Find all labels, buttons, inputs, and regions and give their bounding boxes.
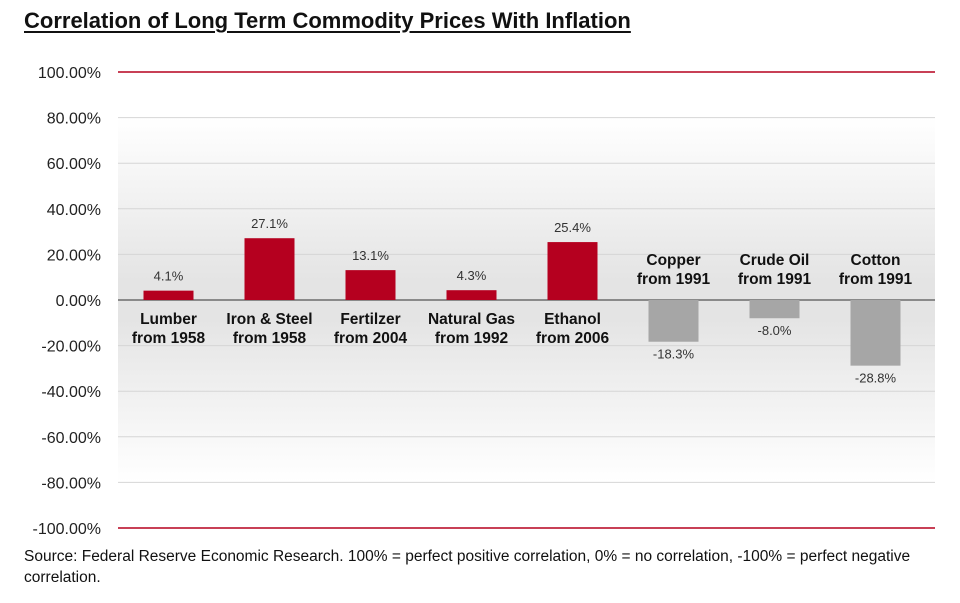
bar (345, 270, 396, 300)
y-tick-label: -100.00% (33, 521, 102, 538)
y-tick-label: 60.00% (47, 156, 101, 173)
data-label: 13.1% (352, 248, 389, 263)
source-note: Source: Federal Reserve Economic Researc… (24, 548, 911, 586)
data-label: 27.1% (251, 216, 288, 231)
y-tick-label: 20.00% (47, 247, 101, 264)
category-label: from 1992 (435, 330, 508, 347)
category-label: from 1991 (839, 271, 913, 288)
category-label: Ethanol (544, 311, 601, 328)
y-tick-label: -20.00% (41, 339, 101, 356)
data-label: 25.4% (554, 220, 591, 235)
category-label: Fertilzer (340, 311, 400, 328)
category-label: from 1991 (738, 271, 812, 288)
category-label: from 1958 (233, 330, 307, 347)
bar (749, 300, 800, 319)
category-label: from 1958 (132, 330, 206, 347)
chart-title: Correlation of Long Term Commodity Price… (24, 8, 631, 33)
bar (850, 300, 901, 366)
data-label: -8.0% (758, 323, 792, 338)
y-tick-label: -60.00% (41, 430, 101, 447)
y-tick-label: -40.00% (41, 384, 101, 401)
y-tick-label: 80.00% (47, 111, 101, 128)
category-label: Iron & Steel (226, 311, 312, 328)
data-label: -28.8% (855, 371, 897, 386)
y-tick-label: 0.00% (56, 293, 101, 310)
category-label: Cotton (851, 252, 901, 269)
bar (143, 290, 194, 300)
category-label: Crude Oil (740, 252, 810, 269)
y-tick-label: -80.00% (41, 475, 101, 492)
data-label: 4.1% (154, 269, 184, 284)
data-label: -18.3% (653, 347, 695, 362)
category-label: Natural Gas (428, 311, 515, 328)
data-label: 4.3% (457, 268, 487, 283)
category-label: Lumber (140, 311, 197, 328)
bar (547, 242, 598, 300)
bar (446, 290, 497, 300)
bar (648, 300, 699, 342)
y-tick-label: 40.00% (47, 202, 101, 219)
bar (244, 238, 295, 300)
y-tick-label: 100.00% (38, 65, 101, 82)
category-label: from 2004 (334, 330, 408, 347)
category-label: Copper (646, 252, 700, 269)
category-label: from 1991 (637, 271, 711, 288)
category-label: from 2006 (536, 330, 610, 347)
